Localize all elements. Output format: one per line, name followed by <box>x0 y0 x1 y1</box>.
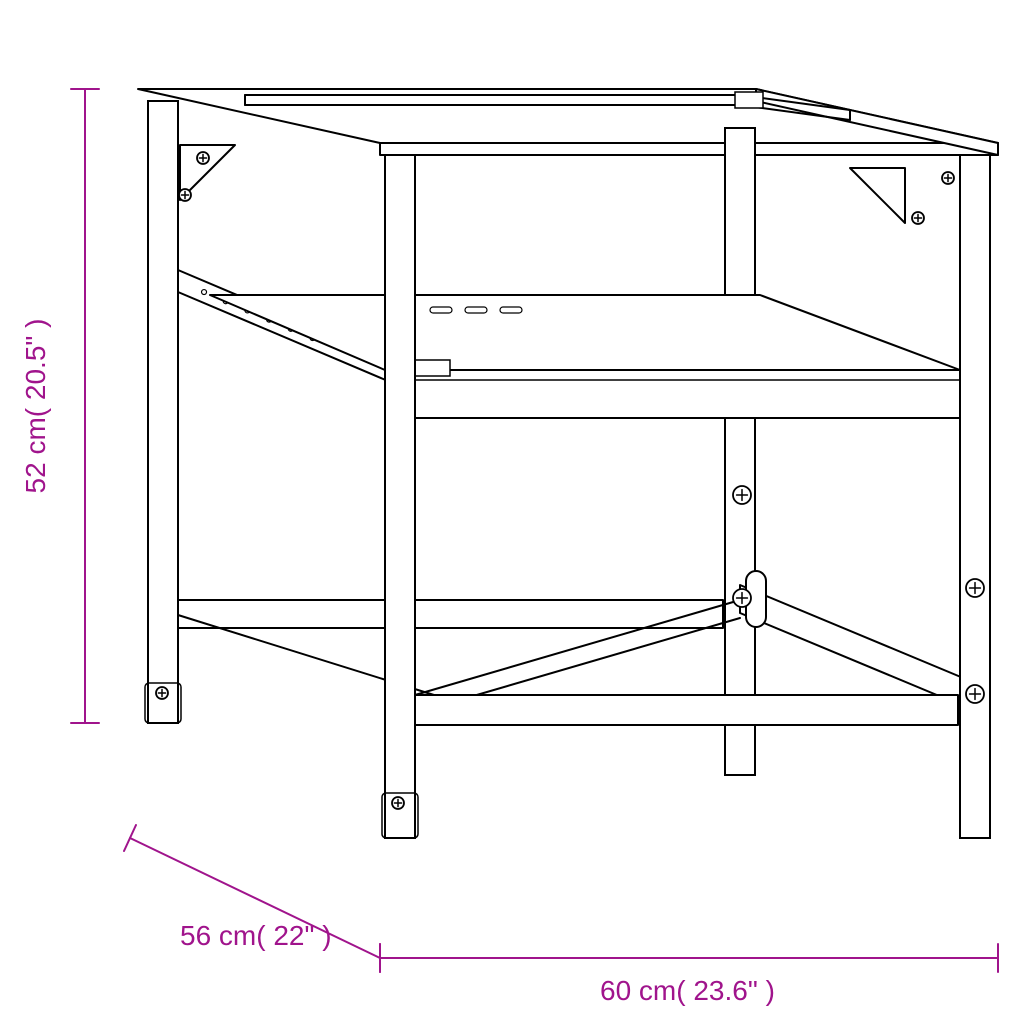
dimension-width-label: 60 cm( 23.6" ) <box>600 975 775 1006</box>
dimension-lines <box>71 89 998 972</box>
product-drawing <box>138 89 998 838</box>
dimension-depth-label: 56 cm( 22" ) <box>180 920 332 951</box>
dimension-height-label: 52 cm( 20.5" ) <box>20 319 51 494</box>
